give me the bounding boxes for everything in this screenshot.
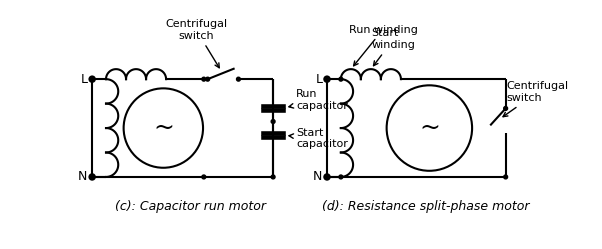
Circle shape [324,76,330,82]
Circle shape [90,174,95,180]
Text: L: L [81,73,87,86]
Circle shape [504,107,507,110]
Text: N: N [313,171,323,184]
Text: Run winding: Run winding [349,24,417,66]
Circle shape [237,77,240,81]
Text: Start
capacitor: Start capacitor [289,128,348,149]
Circle shape [90,77,94,81]
Circle shape [206,77,209,81]
Text: Start
winding: Start winding [371,28,415,66]
Circle shape [202,77,206,81]
Circle shape [271,120,275,124]
Circle shape [325,175,329,179]
Circle shape [324,174,330,180]
Text: N: N [78,171,87,184]
Text: Centrifugal
switch: Centrifugal switch [165,19,227,68]
Text: ~: ~ [153,117,174,139]
Text: Run
capacitor: Run capacitor [289,89,348,111]
Circle shape [90,76,95,82]
Text: Centrifugal
switch: Centrifugal switch [503,81,568,117]
Circle shape [202,175,206,179]
Text: (c): Capacitor run motor: (c): Capacitor run motor [115,200,266,213]
Circle shape [325,77,329,81]
Circle shape [339,77,343,81]
Text: (d): Resistance split-phase motor: (d): Resistance split-phase motor [322,200,529,213]
Circle shape [271,175,275,179]
Circle shape [504,175,507,179]
Text: ~: ~ [419,117,440,139]
Text: L: L [315,73,323,86]
Circle shape [90,175,94,179]
Circle shape [339,175,343,179]
